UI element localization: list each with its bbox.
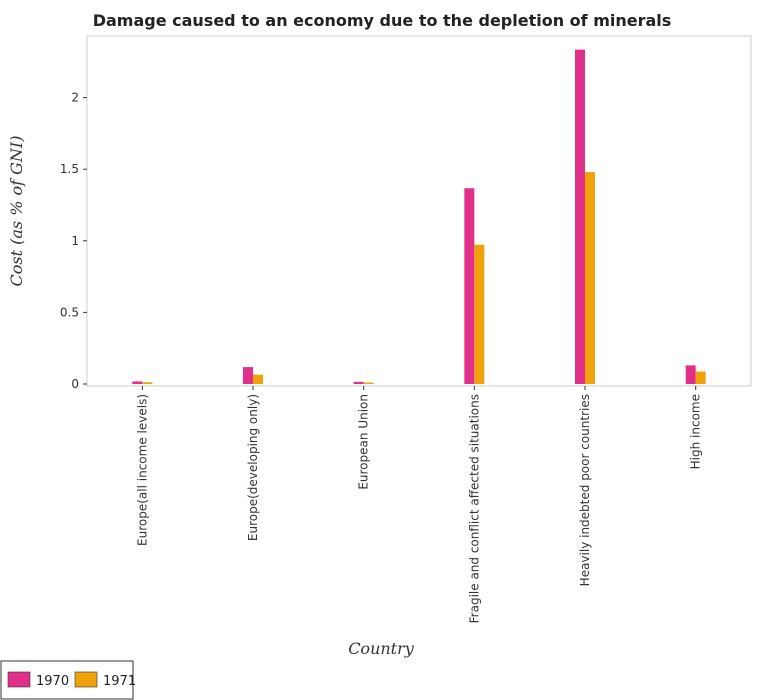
y-tick-label: 2 (71, 91, 79, 105)
legend-swatch-1971 (74, 671, 98, 688)
bar-1970 (685, 365, 696, 384)
x-tick-label: European Union (357, 394, 371, 490)
chart-title: Damage caused to an economy due to the d… (93, 11, 672, 30)
bar-1971 (695, 371, 706, 384)
y-axis-label: Cost (as % of GNI) (7, 136, 26, 287)
x-tick-label: Fragile and conflict affected situations (467, 394, 481, 623)
x-tick-label: High income (689, 394, 703, 469)
y-tick-label: 1 (71, 234, 79, 248)
bar-1970 (575, 49, 585, 385)
bar-1971 (142, 382, 153, 384)
bar-1971 (585, 172, 595, 384)
bar-1970 (132, 381, 143, 384)
y-tick-label: 0 (71, 377, 79, 391)
x-axis-label: Country (348, 639, 415, 658)
x-tick-label: Europe(developing only) (246, 394, 260, 541)
x-axis: Europe(all income levels) Europe(developi… (135, 386, 703, 623)
x-tick-label: Heavily indebted poor countries (578, 394, 592, 586)
bar-1971 (474, 244, 485, 384)
legend-swatch-1970 (7, 671, 31, 688)
legend-label-1971: 1971 (103, 674, 136, 689)
legend-label-1970: 1970 (36, 674, 69, 689)
legend: 1970 1971 (0, 660, 136, 700)
x-tick-label: Europe(all income levels) (135, 394, 149, 546)
y-tick-label: 1.5 (60, 162, 79, 176)
bar-1970 (353, 381, 364, 384)
plot-area: 00.511.52 Europe(all income levels) Europ… (60, 35, 752, 623)
bar-1970 (243, 367, 253, 384)
bars (132, 49, 706, 385)
bar-1971 (253, 374, 263, 384)
bar-1970 (464, 188, 475, 384)
y-tick-label: 0.5 (60, 305, 79, 319)
bar-1971 (363, 382, 374, 384)
y-axis: 0 0.5 1 1.5 2 (60, 91, 87, 391)
plot-frame (86, 35, 752, 387)
